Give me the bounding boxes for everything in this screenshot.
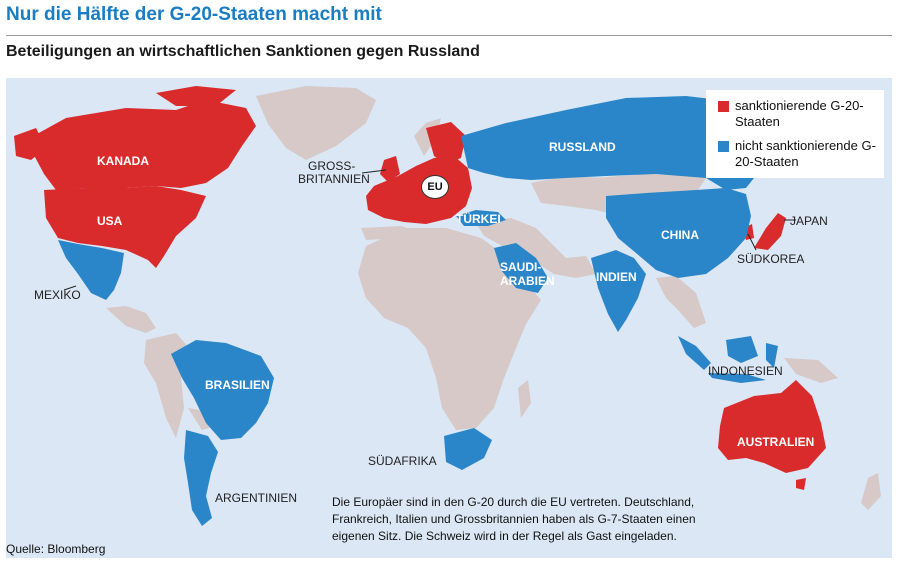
mongolia: [596, 173, 706, 196]
legend: sanktionierende G-20-Staaten nicht sankt…: [706, 90, 884, 178]
argentina-shape: [184, 430, 218, 526]
label-brasilien: BRASILIEN: [205, 378, 270, 392]
label-eu: EU: [421, 175, 449, 199]
label-gb-line2: BRITANNIEN: [298, 172, 370, 186]
indonesia-borneo: [726, 336, 758, 363]
label-saudi-line1: SAUDI-: [500, 260, 542, 274]
label-tuerkei: TÜRKEI: [456, 212, 501, 226]
label-japan: JAPAN: [790, 214, 828, 228]
world-map: KANADA USA MEXIKO BRASILIEN ARGENTINIEN …: [6, 78, 892, 558]
uk: [380, 156, 400, 182]
southeast-asia: [656, 276, 706, 328]
usa-shape: [44, 186, 206, 268]
label-saudi-line2: ARABIEN: [500, 274, 555, 288]
canada-shape: [26, 100, 256, 190]
indonesia-java: [708, 373, 766, 383]
sanctioning-countries: [14, 86, 826, 490]
africa: [358, 228, 541, 430]
world-map-shapes: [14, 86, 881, 526]
title-divider: [6, 35, 892, 36]
source-credit: Quelle: Bloomberg: [6, 542, 106, 556]
label-argentinien: ARGENTINIEN: [215, 491, 298, 505]
gb-leader: [361, 169, 387, 174]
south-africa-shape: [444, 428, 492, 470]
mexico-shape: [58, 240, 124, 300]
label-russland: RUSSLAND: [549, 140, 616, 154]
india-shape: [591, 250, 646, 332]
label-suedafrika: SÜDAFRIKA: [368, 454, 437, 468]
middle-east: [476, 218, 596, 278]
label-leaders: [63, 169, 796, 291]
legend-label-sanctioning: sanktionierende G-20-Staaten: [735, 98, 864, 129]
iberia-north-africa: [361, 226, 426, 240]
label-gb-line1: GROSS-: [308, 159, 356, 173]
legend-swatch-blue: [718, 141, 729, 152]
central-america: [106, 306, 156, 333]
scandinavia: [426, 122, 466, 164]
new-guinea: [784, 358, 838, 383]
legend-swatch-red: [718, 101, 729, 112]
korea-leader: [747, 233, 757, 251]
australia-shape: [718, 380, 826, 473]
label-china: CHINA: [661, 228, 699, 242]
label-suedkorea: SÜDKOREA: [737, 252, 805, 266]
legend-label-non-sanctioning: nicht sanktionierende G-20-Staaten: [735, 138, 876, 169]
label-indien: INDIEN: [596, 270, 637, 284]
indonesia-sulawesi: [766, 343, 778, 368]
chart-title: Nur die Hälfte der G-20-Staaten macht mi…: [6, 4, 382, 25]
turkey-shape: [456, 210, 506, 226]
brazil-shape: [171, 340, 274, 440]
europe-shape: [366, 156, 472, 224]
greenland: [256, 86, 376, 160]
mexico-leader: [63, 285, 77, 291]
saudi-arabia-shape: [494, 243, 548, 293]
label-usa: USA: [97, 214, 123, 228]
arctic-islands: [156, 86, 236, 106]
legend-item-sanctioning: sanktionierende G-20-Staaten: [718, 98, 885, 130]
tasmania: [796, 478, 806, 490]
madagascar: [518, 380, 531, 418]
chart-subtitle: Beteiligungen an wirtschaftlichen Sankti…: [6, 43, 480, 60]
label-australien: AUSTRALIEN: [737, 435, 815, 449]
alaska: [14, 128, 46, 160]
footnote: Die Europäer sind in den G-20 durch die …: [332, 495, 696, 543]
label-indonesien: INDONESIEN: [708, 364, 783, 378]
new-zealand: [861, 473, 881, 510]
label-mexiko: MEXIKO: [34, 288, 81, 302]
japan-shape: [754, 213, 786, 250]
china-shape: [606, 188, 751, 278]
indonesia-sumatra: [678, 336, 711, 370]
legend-item-non-sanctioning: nicht sanktionierende G-20-Staaten: [718, 138, 885, 170]
label-kanada: KANADA: [97, 154, 149, 168]
